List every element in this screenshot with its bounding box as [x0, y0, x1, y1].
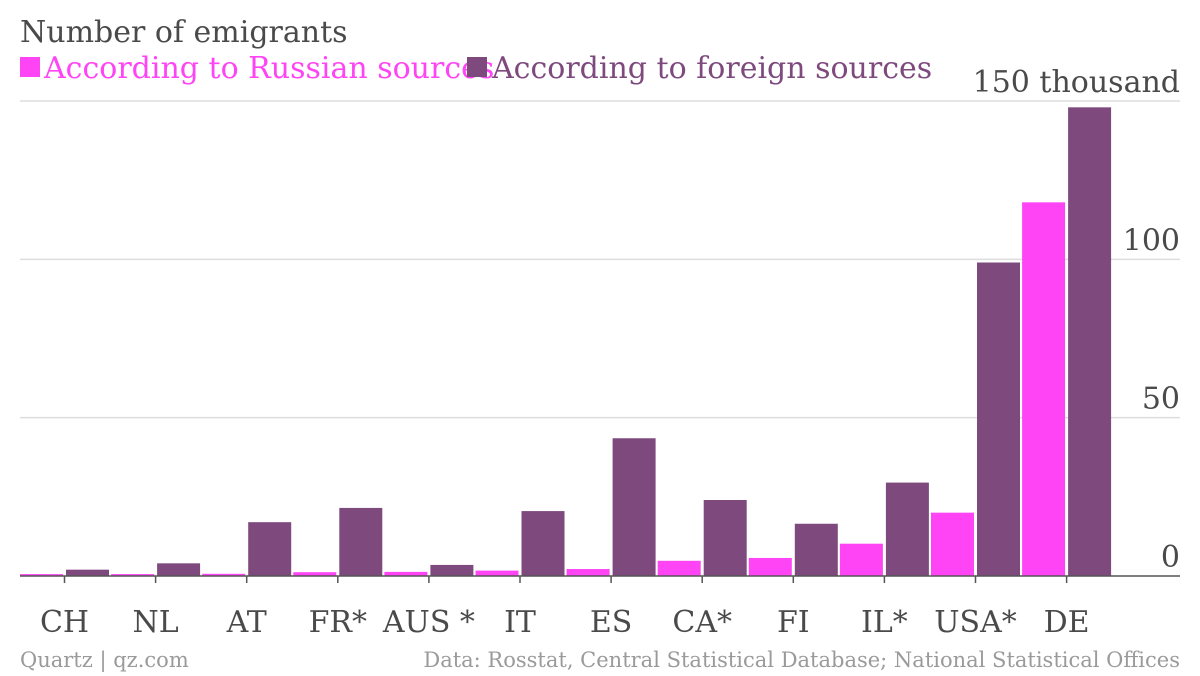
- legend: According to Russian sources According t…: [20, 51, 932, 86]
- footer-source: Data: Rosstat, Central Statistical Datab…: [423, 648, 1180, 672]
- bar: [20, 574, 63, 576]
- y-tick-label: 150 thousand: [973, 65, 1180, 100]
- bar: [703, 500, 747, 576]
- x-tick-label: NL: [133, 605, 179, 640]
- x-tick-label: AT: [226, 605, 267, 640]
- legend-label-russian: According to Russian sources: [43, 51, 494, 86]
- legend-swatch-russian: [20, 57, 40, 77]
- bar: [430, 564, 474, 576]
- x-tick-label: CA*: [672, 605, 732, 640]
- bar: [748, 557, 792, 576]
- bar: [521, 511, 565, 576]
- bar: [657, 560, 701, 576]
- x-tick-label: USA*: [934, 605, 1017, 640]
- bar: [566, 569, 610, 576]
- bar: [248, 522, 292, 576]
- bar: [612, 438, 656, 576]
- y-tick-label: 50: [1142, 382, 1180, 417]
- x-tick-label: IL*: [861, 605, 908, 640]
- bar: [839, 543, 883, 576]
- chart-title: Number of emigrants: [20, 15, 348, 50]
- footer-credit: Quartz | qz.com: [20, 648, 189, 673]
- bar: [475, 570, 519, 576]
- y-tick-label: 100: [1123, 223, 1180, 258]
- bar: [66, 569, 109, 576]
- bars: [20, 107, 1112, 577]
- x-tick-label: CH: [40, 605, 89, 640]
- x-tick-label: FR*: [309, 605, 367, 640]
- y-axis: 0 50 100 150 thousand: [973, 65, 1180, 575]
- bar: [339, 507, 383, 576]
- bar: [931, 512, 974, 576]
- x-axis: CH NL AT FR* AUS * IT ES CA* FI IL* USA* DE: [20, 575, 1180, 640]
- x-tick-label: ES: [590, 605, 632, 640]
- x-tick-label: AUS *: [382, 605, 475, 640]
- bar: [111, 574, 155, 576]
- bar: [977, 262, 1020, 576]
- bar: [157, 563, 201, 576]
- legend-swatch-foreign: [467, 57, 487, 77]
- bar: [794, 523, 838, 576]
- bar: [885, 482, 929, 576]
- bar: [293, 572, 337, 576]
- x-tick-label: FI: [777, 605, 810, 640]
- x-tick-label: DE: [1044, 605, 1090, 640]
- y-tick-label: 0: [1161, 540, 1180, 575]
- bar: [1022, 202, 1066, 577]
- bar: [202, 573, 246, 576]
- bar: [1068, 107, 1112, 576]
- legend-label-foreign: According to foreign sources: [491, 51, 932, 86]
- bar: [384, 571, 428, 576]
- x-tick-label: IT: [504, 605, 536, 640]
